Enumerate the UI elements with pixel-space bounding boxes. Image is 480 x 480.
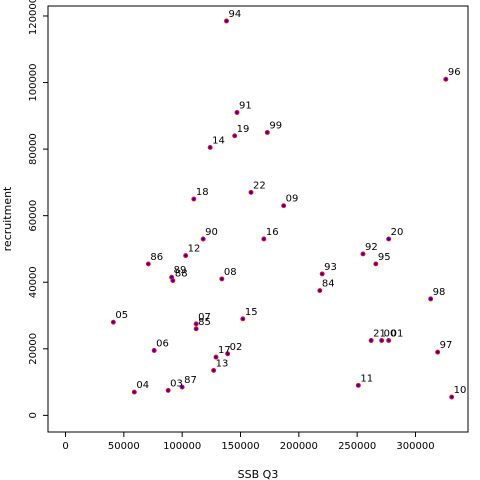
data-point xyxy=(219,276,225,282)
point-label: 09 xyxy=(286,194,299,205)
data-point xyxy=(193,326,199,332)
point-label: 04 xyxy=(136,380,149,391)
point-label: 12 xyxy=(188,244,201,255)
data-point xyxy=(193,321,199,327)
point-label: 16 xyxy=(266,227,279,238)
data-point xyxy=(183,253,189,259)
data-point xyxy=(131,389,137,395)
point-label: 00 xyxy=(384,328,397,339)
point-label: 07 xyxy=(198,312,211,323)
data-point xyxy=(213,354,219,360)
data-point xyxy=(373,261,379,267)
point-label: 84 xyxy=(322,279,335,290)
point-label: 13 xyxy=(216,358,229,369)
data-point xyxy=(145,261,151,267)
x-tick-label: 200000 xyxy=(280,441,318,452)
point-label: 90 xyxy=(205,227,218,238)
point-label: 21 xyxy=(373,328,386,339)
y-tick-label: 100000 xyxy=(28,63,39,101)
y-axis: 0 20000 40000 60000 80000 100000 120000 xyxy=(28,0,48,419)
point-label: 87 xyxy=(184,375,197,386)
point-label: 86 xyxy=(150,252,163,263)
point-label: 14 xyxy=(212,135,225,146)
data-point xyxy=(379,338,385,343)
data-point xyxy=(179,384,185,390)
x-tick-label: 0 xyxy=(62,441,68,452)
point-label: 17 xyxy=(218,345,231,356)
point-label: 89 xyxy=(174,265,187,276)
x-tick-label: 100000 xyxy=(163,441,201,452)
data-point xyxy=(449,394,455,400)
point-label: 08 xyxy=(224,267,237,278)
point-label: 02 xyxy=(230,342,243,353)
y-tick-label: 60000 xyxy=(28,200,39,232)
data-point xyxy=(360,251,366,257)
point-label: 91 xyxy=(239,101,252,112)
point-label: 15 xyxy=(245,307,258,318)
data-point xyxy=(151,348,157,353)
data-point xyxy=(200,236,206,242)
data-point xyxy=(207,144,213,150)
data-point xyxy=(261,236,267,242)
point-label: 92 xyxy=(365,242,378,253)
data-point xyxy=(110,319,116,325)
data-point xyxy=(319,271,325,277)
data-point xyxy=(355,382,361,388)
data-point xyxy=(170,278,176,284)
data-point xyxy=(191,196,197,202)
x-tick-label: 50000 xyxy=(108,441,140,452)
point-label: 85 xyxy=(198,317,211,328)
y-tick-label: 120000 xyxy=(28,0,39,35)
point-label: 05 xyxy=(115,310,128,321)
data-point xyxy=(225,351,231,357)
data-point xyxy=(386,338,392,343)
point-label: 01 xyxy=(391,328,404,339)
data-point xyxy=(368,338,374,343)
plot-frame xyxy=(47,5,469,433)
y-tick-label: 40000 xyxy=(28,266,39,298)
point-label: 22 xyxy=(253,180,266,191)
point-label: 95 xyxy=(378,252,391,263)
data-point xyxy=(248,189,254,195)
point-label: 93 xyxy=(324,262,337,273)
point-label: 99 xyxy=(269,120,282,131)
point-label: 96 xyxy=(448,67,461,78)
data-point xyxy=(224,18,229,24)
point-label: 94 xyxy=(229,9,242,20)
data-point xyxy=(240,316,246,322)
point-label: 98 xyxy=(433,287,446,298)
point-label: 03 xyxy=(170,378,183,389)
point-label: 10 xyxy=(454,385,467,396)
x-tick-label: 300000 xyxy=(396,441,434,452)
point-label: 97 xyxy=(440,340,453,351)
data-point xyxy=(232,133,238,139)
data-point xyxy=(165,387,171,393)
y-tick-label: 20000 xyxy=(28,333,39,365)
data-point xyxy=(443,76,449,82)
x-tick-label: 250000 xyxy=(338,441,376,452)
point-label: 18 xyxy=(196,187,209,198)
data-point xyxy=(211,367,217,373)
y-axis-title: recruitment xyxy=(1,186,14,251)
x-axis: 0 50000 100000 150000 200000 250000 300000 xyxy=(62,432,435,452)
y-tick-label: 80000 xyxy=(28,133,39,165)
x-tick-label: 150000 xyxy=(221,441,259,452)
point-label: 88 xyxy=(175,269,188,280)
point-label: 19 xyxy=(237,124,250,135)
point-label: 06 xyxy=(156,338,169,349)
data-point xyxy=(281,203,287,209)
data-point xyxy=(317,288,323,294)
x-axis-title: SSB Q3 xyxy=(238,468,279,480)
data-point xyxy=(264,130,270,135)
y-tick-label: 0 xyxy=(28,412,39,418)
data-point xyxy=(386,236,392,242)
point-label: 11 xyxy=(360,373,373,384)
data-point xyxy=(428,296,434,302)
data-point xyxy=(435,349,441,355)
data-point xyxy=(234,110,240,115)
point-label: 20 xyxy=(391,227,404,238)
